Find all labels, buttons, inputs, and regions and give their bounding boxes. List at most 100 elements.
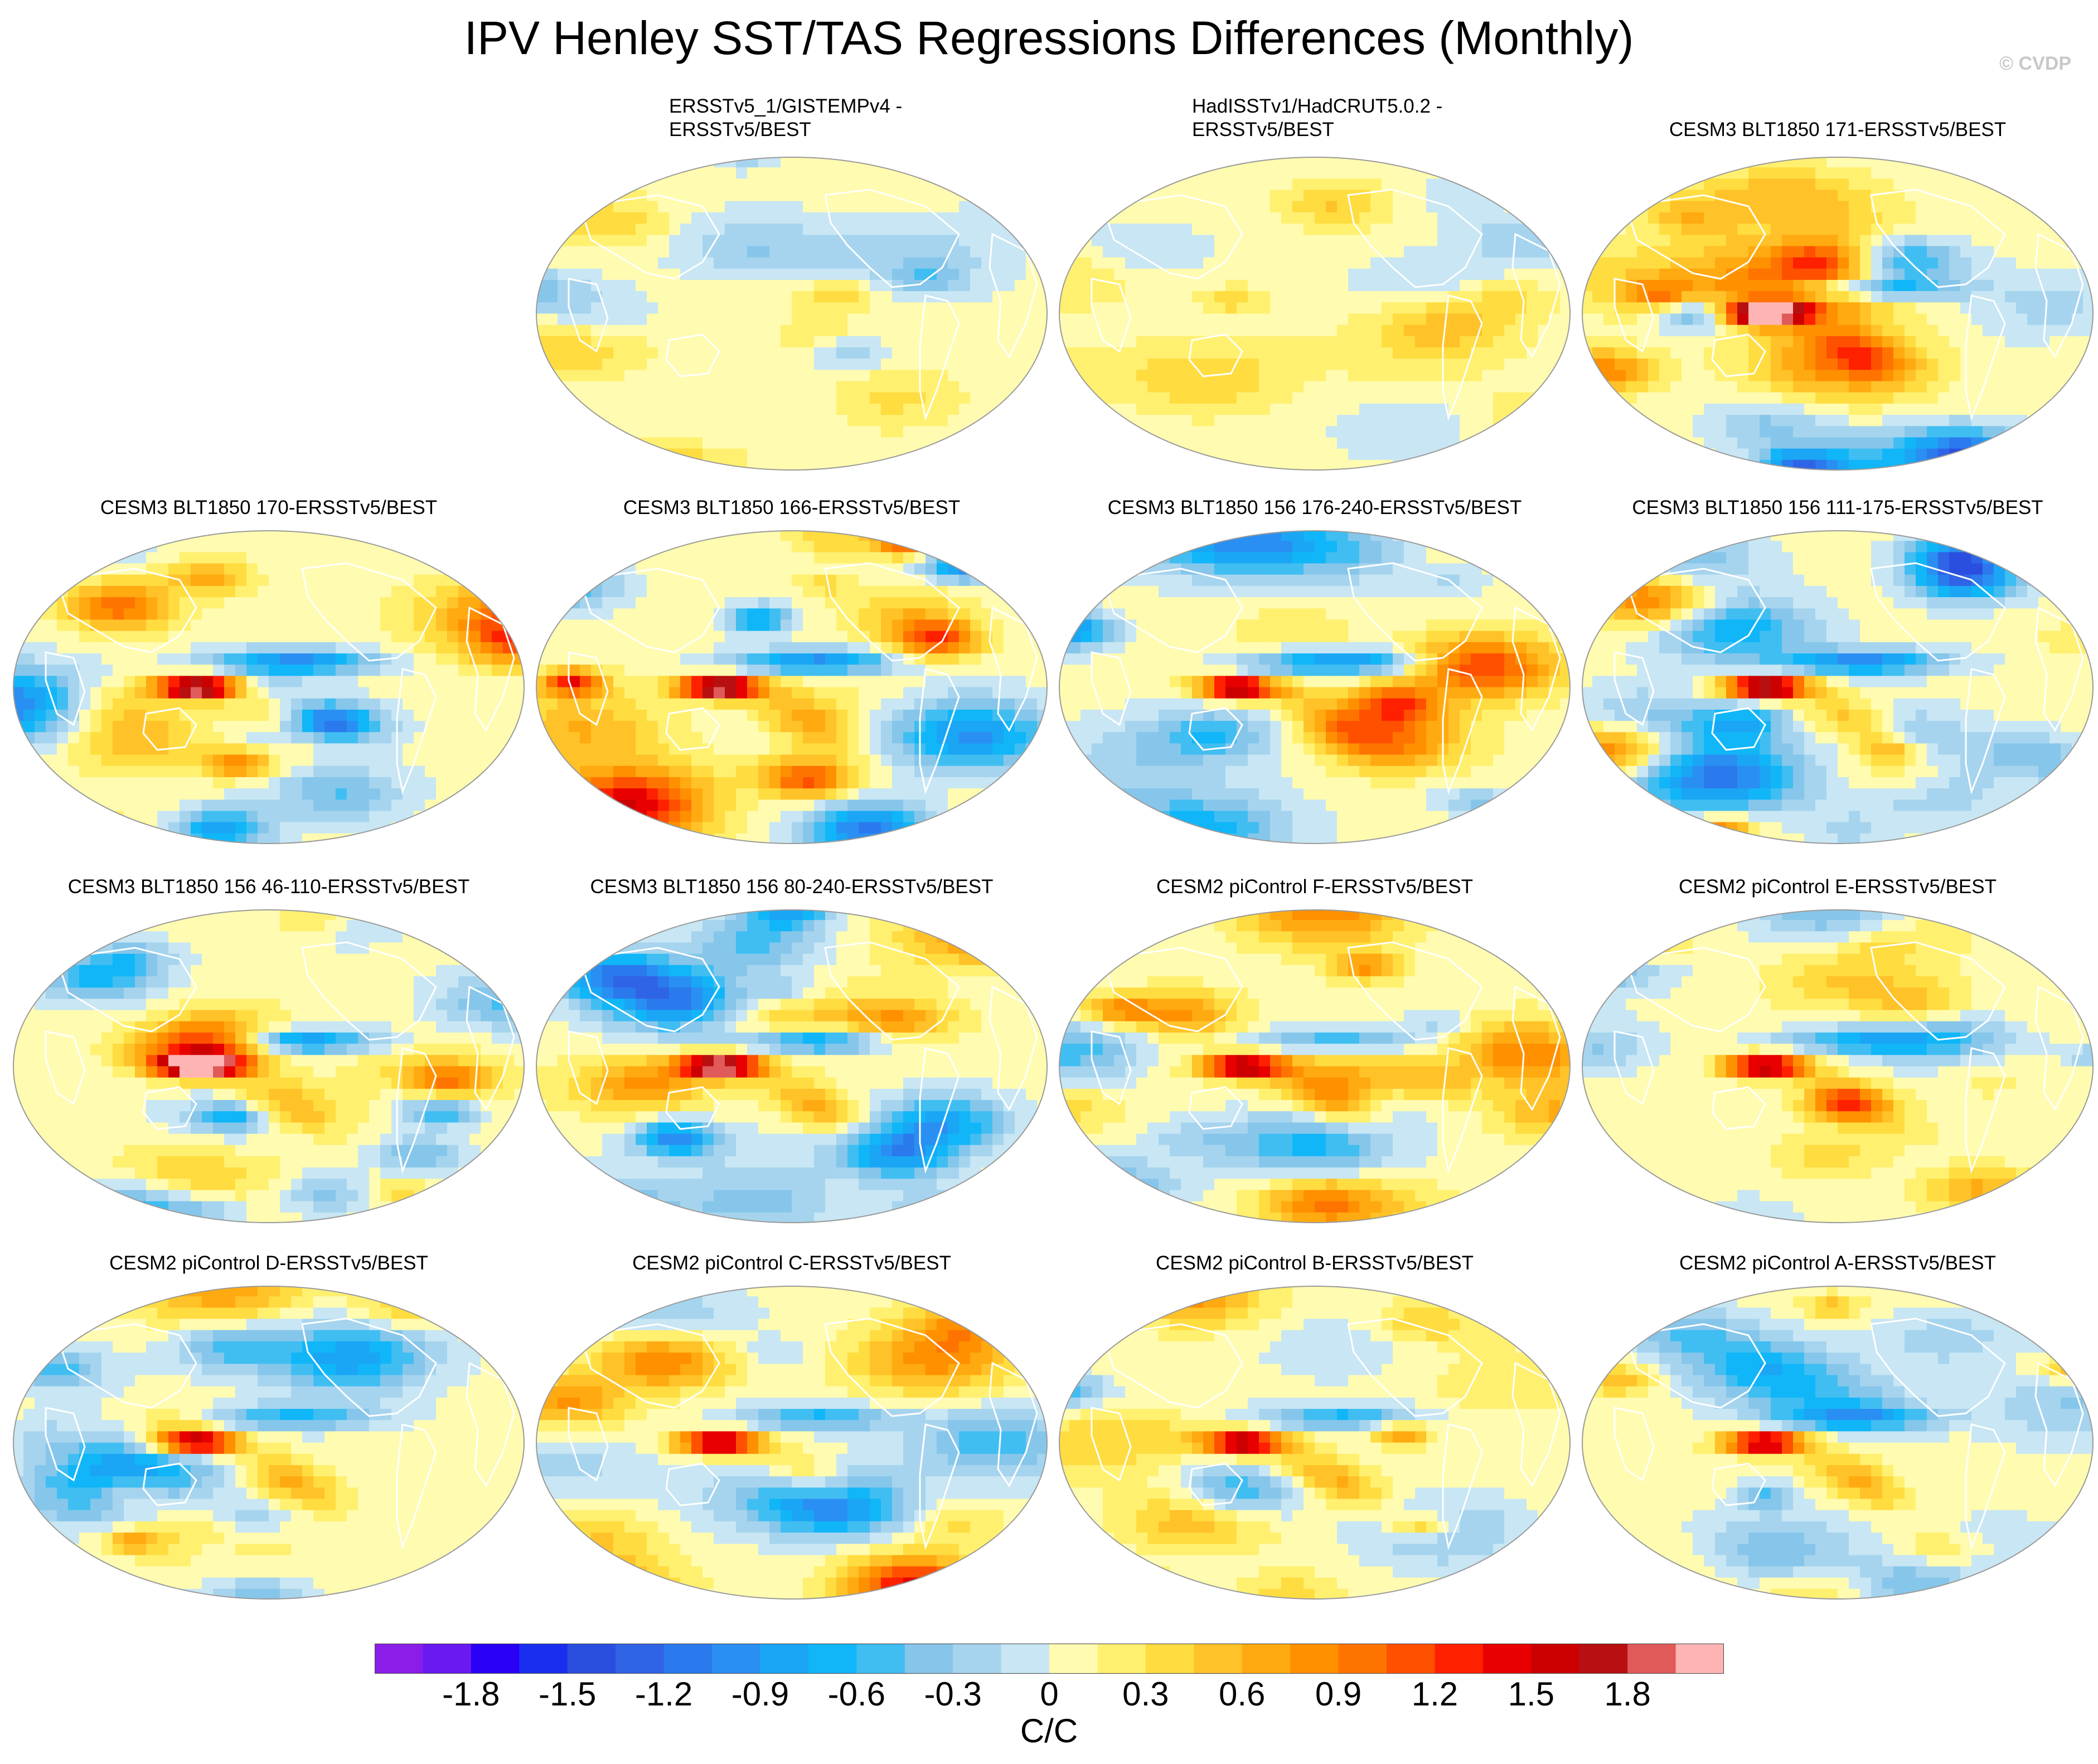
panel-title: CESM3 BLT1850 156 176-240-ERSSTv5/BEST <box>1107 497 1522 518</box>
colorbar-swatch <box>1145 1644 1194 1674</box>
colorbar-swatch <box>1435 1644 1484 1674</box>
map-panel: CESM3 BLT1850 156 111-175-ERSSTv5/BEST <box>1581 496 2094 884</box>
colorbar-tick-label: -1.8 <box>442 1675 500 1713</box>
map-plot <box>13 1286 525 1600</box>
map-border <box>536 157 1048 471</box>
map-panel: CESM3 BLT1850 156 80-240-ERSSTv5/BEST <box>535 875 1048 1263</box>
colorbar-swatch <box>1242 1644 1291 1674</box>
map-field <box>1059 157 1570 470</box>
map-panel: CESM3 BLT1850 156 176-240-ERSSTv5/BEST <box>1058 496 1571 884</box>
map-border <box>13 1286 525 1600</box>
map-field <box>13 1286 524 1599</box>
map-plot <box>536 530 1048 844</box>
panel-title: CESM3 BLT1850 166-ERSSTv5/BEST <box>623 497 961 518</box>
colorbar-tick-label: -1.5 <box>539 1675 597 1713</box>
map-border <box>1059 1286 1571 1600</box>
colorbar-swatch <box>1338 1644 1387 1674</box>
map-field <box>1059 910 1570 1223</box>
map-field <box>536 1286 1047 1599</box>
map-field <box>536 157 1047 470</box>
map-plot <box>1582 157 2094 471</box>
map-field <box>1059 1286 1570 1599</box>
colorbar-swatch <box>567 1644 616 1674</box>
colorbar-tick-label: 0.6 <box>1218 1675 1266 1713</box>
cvdp-credit: © CVDP <box>1999 53 2071 74</box>
colorbar-label: C/C <box>1020 1712 1078 1750</box>
map-border <box>1582 909 2094 1223</box>
map-panel: CESM2 piControl C-ERSSTv5/BEST <box>535 1252 1048 1639</box>
colorbar-swatch <box>953 1644 1002 1674</box>
panel-title: ERSSTv5_1/GISTEMPv4 - ERSSTv5/BEST <box>669 95 1182 142</box>
colorbar-swatch <box>1097 1644 1146 1674</box>
coastlines <box>1614 1317 2084 1550</box>
map-border <box>536 530 1048 844</box>
map-field <box>13 910 524 1223</box>
colorbar-swatch <box>1482 1644 1532 1674</box>
coastlines <box>1091 941 1561 1174</box>
coastlines <box>568 562 1038 795</box>
map-field <box>1582 910 2093 1223</box>
coastlines <box>568 941 1038 1174</box>
coastlines <box>568 1317 1038 1550</box>
panel-title-line: ERSSTv5_1/GISTEMPv4 - <box>669 95 903 117</box>
map-panel: CESM2 piControl F-ERSSTv5/BEST <box>1058 875 1571 1263</box>
colorbar-swatch <box>616 1644 665 1674</box>
panel-title-line: ERSSTv5/BEST <box>1192 119 1334 140</box>
map-border <box>1059 530 1571 844</box>
map-plot <box>1582 530 2094 844</box>
colorbar-tick-label: -0.9 <box>731 1675 789 1713</box>
map-panel: CESM3 BLT1850 171-ERSSTv5/BEST <box>1581 95 2094 482</box>
colorbar-swatch <box>1675 1644 1724 1674</box>
colorbar-swatch <box>1194 1644 1243 1674</box>
map-border <box>536 1286 1048 1600</box>
colorbar-swatch <box>1627 1644 1677 1674</box>
map-field <box>536 910 1047 1223</box>
map-plot <box>536 1286 1048 1600</box>
colorbar-tick-label: 1.2 <box>1411 1675 1459 1713</box>
map-field <box>1582 157 2093 470</box>
map-panel: CESM2 piControl E-ERSSTv5/BEST <box>1581 875 2094 1263</box>
coastlines <box>45 941 515 1174</box>
panel-title: CESM3 BLT1850 156 111-175-ERSSTv5/BEST <box>1632 497 2043 518</box>
coastlines <box>1614 941 2084 1174</box>
map-panel: CESM3 BLT1850 156 46-110-ERSSTv5/BEST <box>12 875 525 1263</box>
panel-title: CESM2 piControl C-ERSSTv5/BEST <box>632 1252 951 1274</box>
colorbar-swatch <box>1579 1644 1628 1674</box>
figure-title: IPV Henley SST/TAS Regressions Differenc… <box>464 12 1634 64</box>
colorbar-swatch <box>471 1644 520 1674</box>
panel-title-line: HadISSTv1/HadCRUT5.0.2 - <box>1192 95 1443 117</box>
map-border <box>1582 530 2094 844</box>
map-plot <box>1059 530 1571 844</box>
map-border <box>536 909 1048 1223</box>
map-border <box>1059 909 1571 1223</box>
map-field <box>1582 531 2093 844</box>
colorbar-swatch <box>712 1644 760 1674</box>
colorbar-tick-label: -1.2 <box>634 1675 693 1713</box>
map-border <box>1582 157 2094 471</box>
colorbar-swatch <box>856 1644 905 1674</box>
colorbar-swatch <box>1290 1644 1339 1674</box>
colorbar-tick-label: -0.6 <box>827 1675 885 1713</box>
map-panel: CESM2 piControl B-ERSSTv5/BEST <box>1058 1252 1571 1639</box>
coastlines <box>45 1317 515 1550</box>
map-field <box>536 531 1047 844</box>
panel-title-line: ERSSTv5/BEST <box>669 119 811 140</box>
map-field <box>1059 531 1570 844</box>
map-panel: CESM2 piControl A-ERSSTv5/BEST <box>1581 1252 2094 1639</box>
panel-title: CESM2 piControl D-ERSSTv5/BEST <box>109 1252 428 1274</box>
map-plot <box>1059 1286 1571 1600</box>
colorbar-swatch <box>1387 1644 1435 1674</box>
colorbar <box>375 1644 1724 1674</box>
colorbar-swatch <box>663 1644 713 1674</box>
map-border <box>13 909 525 1223</box>
coastlines <box>1091 188 1561 421</box>
panel-title: CESM2 piControl E-ERSSTv5/BEST <box>1679 876 1997 898</box>
colorbar-tick-label: 1.5 <box>1508 1675 1554 1713</box>
coastlines <box>45 562 515 795</box>
map-field <box>1582 1286 2093 1599</box>
map-panel: ERSSTv5_1/GISTEMPv4 - ERSSTv5/BEST <box>535 95 1048 482</box>
panel-title: CESM2 piControl B-ERSSTv5/BEST <box>1156 1252 1474 1274</box>
map-plot <box>1059 909 1571 1223</box>
panel-title: CESM3 BLT1850 171-ERSSTv5/BEST <box>1669 119 2007 140</box>
map-plot <box>1582 1286 2094 1600</box>
